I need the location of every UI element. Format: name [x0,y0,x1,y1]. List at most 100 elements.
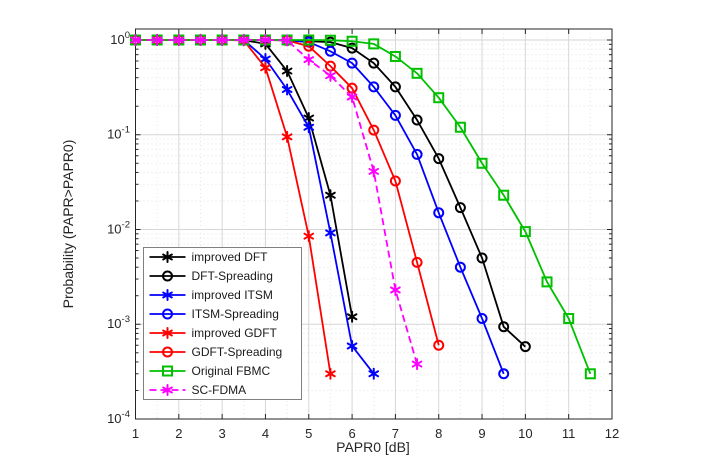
marker-square [476,157,488,169]
marker-asterisk [325,367,336,380]
marker-circle [433,339,445,351]
y-tick-label: 10-2 [107,219,130,236]
marker-asterisk [281,83,293,96]
y-tick-label: 10-4 [107,409,130,426]
marker-asterisk [303,230,315,243]
marker-asterisk [368,367,380,380]
legend-label: DFT-Spreading [192,269,273,283]
legend-label: ITSM-Spreading [192,307,279,321]
legend-item-sc-fdma: SC-FDMA [149,383,247,397]
marker-asterisk [346,310,358,323]
marker-square [368,38,380,50]
y-tick-label: 100 [110,30,130,47]
marker-circle [411,256,423,268]
marker-asterisk [346,339,358,352]
marker-asterisk [162,251,173,263]
x-tick-label: 8 [435,426,442,441]
marker-circle [389,109,401,121]
marker-circle [476,252,488,264]
marker-square [346,35,358,47]
x-tick-label: 12 [605,426,619,441]
marker-square [433,92,445,104]
series-layer [130,33,596,380]
legend-label: improved ITSM [192,288,273,302]
marker-asterisk [281,34,293,47]
marker-asterisk [260,33,271,46]
marker-asterisk [260,61,271,74]
marker-circle [162,308,173,320]
marker-square [324,34,336,46]
marker-circle [346,42,358,54]
marker-asterisk [151,33,163,46]
marker-asterisk [162,384,173,396]
marker-asterisk [281,65,293,78]
y-tick-label: 10-1 [107,125,130,142]
marker-asterisk [368,165,380,178]
marker-asterisk [162,289,173,301]
series-sc-fdma [130,33,423,371]
legend-item-original-fbmc: Original FBMC [149,364,271,378]
marker-square [563,312,575,324]
plot-box [135,28,613,420]
marker-square [454,121,466,133]
marker-asterisk [346,91,358,104]
marker-asterisk [325,69,336,82]
marker-asterisk [238,33,250,46]
marker-circle [411,148,423,160]
y-axis-label: Probability (PAPR>PAPR0) [60,140,76,309]
marker-circle [498,321,510,333]
x-tick-label: 1 [132,426,139,441]
marker-circle [433,153,445,165]
marker-circle [433,207,445,219]
marker-circle [368,57,380,69]
legend-item-dft-spreading: DFT-Spreading [149,269,273,283]
marker-asterisk [281,130,293,143]
x-tick-label: 10 [518,426,532,441]
marker-circle [346,57,358,69]
series-line [135,39,592,375]
marker-circle [498,368,510,380]
legend-label: improved GDFT [192,326,278,340]
legend-item-improved-gdft: improved GDFT [149,326,278,340]
series-line [135,39,418,365]
marker-asterisk [390,283,401,296]
marker-circle [411,114,423,126]
marker-circle [368,81,380,93]
x-tick-label: 9 [478,426,485,441]
marker-square [519,226,531,238]
marker-square [389,50,401,62]
legend-label: SC-FDMA [192,383,247,397]
legend: improved DFT DFT-Spreading improved ITSM IT… [143,247,302,400]
marker-circle [368,124,380,136]
marker-asterisk [303,53,315,66]
x-tick-label: 4 [262,426,269,441]
marker-asterisk [162,327,173,339]
legend-label: Original FBMC [192,364,271,378]
marker-asterisk [173,33,185,46]
x-axis-label: PAPR0 [dB] [336,439,410,455]
marker-square [162,365,173,377]
marker-asterisk [195,33,206,46]
legend-label: improved DFT [192,250,269,264]
marker-asterisk [411,358,423,371]
x-tick-label: 7 [392,426,399,441]
legend-item-gdft-spreading: GDFT-Spreading [149,345,282,359]
x-tick-label: 5 [305,426,312,441]
marker-circle [389,81,401,93]
x-tick-label: 6 [348,426,355,441]
marker-asterisk [303,121,315,134]
x-tick-label: 2 [175,426,182,441]
marker-square [498,189,510,201]
marker-asterisk [216,33,228,46]
marker-square [303,34,315,46]
marker-circle [519,341,531,353]
marker-circle [303,40,315,52]
marker-asterisk [325,226,336,239]
marker-asterisk [130,33,141,46]
marker-circle [162,270,173,282]
x-tick-label: 11 [562,426,576,441]
marker-circle [454,202,466,214]
